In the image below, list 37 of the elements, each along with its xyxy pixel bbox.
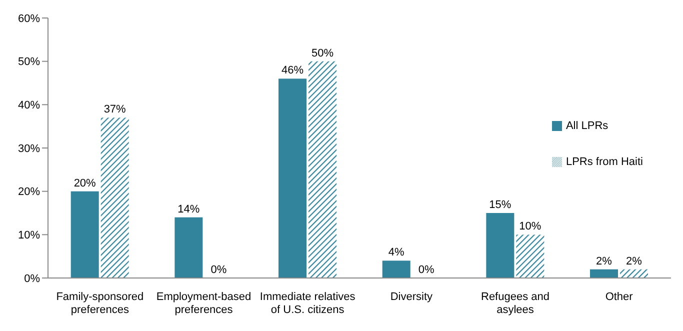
bar	[70, 191, 99, 278]
x-tick-label: Employment-based preferences	[156, 291, 252, 316]
data-label: 46%	[281, 64, 304, 77]
data-label: 37%	[104, 104, 126, 116]
y-tick-label: 50%	[18, 56, 40, 68]
bar	[174, 217, 203, 278]
x-tick-label: Refugees and asylees	[481, 291, 550, 316]
data-label: 20%	[74, 177, 96, 190]
data-label: 2%	[596, 255, 612, 268]
bar	[382, 260, 410, 278]
y-tick-label: 0%	[24, 272, 40, 285]
y-tick-label: 30%	[18, 142, 40, 155]
y-tick-label: 60%	[18, 12, 40, 25]
legend-label: All LPRs	[566, 120, 608, 132]
data-label: 2%	[626, 255, 642, 268]
bar	[620, 269, 648, 278]
x-tick-label: Immediate relatives of U.S. citizens	[260, 291, 356, 316]
data-label: 14%	[178, 203, 200, 216]
x-tick-label: Diversity	[390, 291, 433, 303]
legend-label: LPRs from Haiti	[566, 156, 643, 168]
y-tick-label: 40%	[18, 100, 40, 112]
bar	[100, 118, 129, 278]
data-label: 4%	[388, 246, 405, 259]
bar	[516, 234, 544, 278]
data-label: 15%	[489, 199, 512, 211]
data-label: 50%	[311, 47, 334, 60]
data-label: 0%	[210, 264, 227, 276]
y-tick-label: 10%	[18, 230, 40, 242]
data-label: 10%	[519, 220, 542, 233]
data-label: 0%	[418, 264, 435, 276]
y-tick-label: 20%	[18, 186, 40, 198]
bar	[278, 78, 307, 278]
bar	[308, 61, 337, 278]
bar	[486, 213, 514, 278]
x-tick-label: Other	[605, 291, 634, 303]
x-tick-label: Family-sponsored preferences	[56, 291, 144, 316]
bar	[590, 269, 618, 278]
